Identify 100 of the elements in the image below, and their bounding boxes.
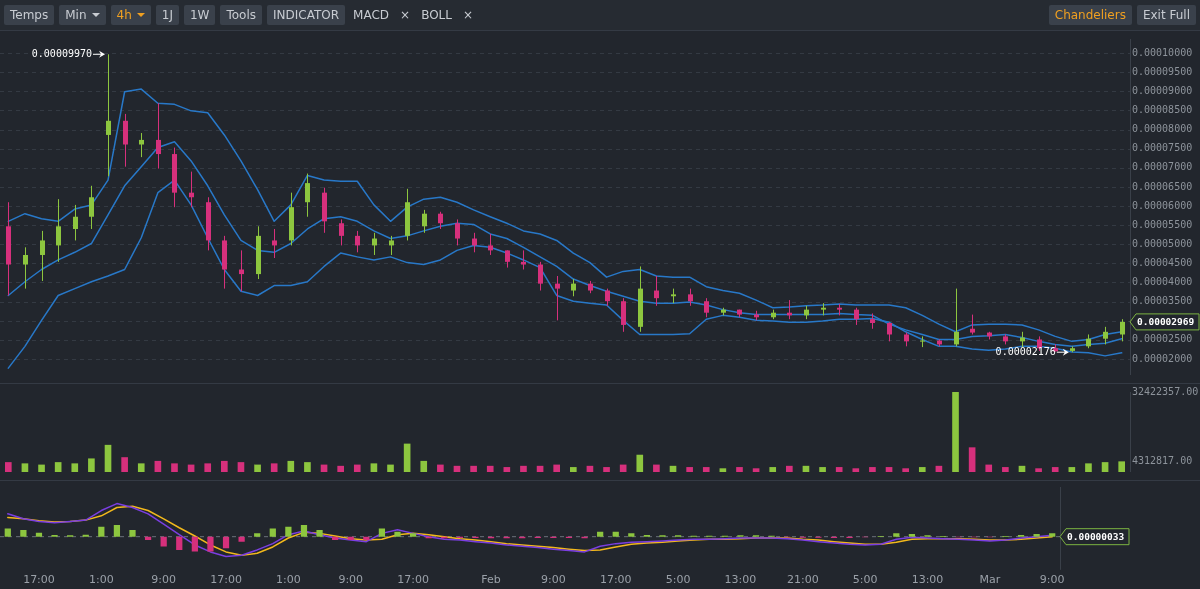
y-tick-label: 0.00004500 [1132,256,1193,268]
text: × [400,8,411,22]
candlestick [488,233,493,256]
x-tick-label: 9:00 [1039,573,1065,587]
x-tick-label: 1:00 [88,573,114,587]
bar [752,468,760,472]
candlestick [139,132,144,158]
bar [908,534,916,537]
y-tick-label: 32422357.00 [1132,385,1199,397]
text: BOLL [421,8,452,22]
y-tick-label: 0.00008000 [1132,123,1193,135]
bar [378,528,386,537]
text: MACD [353,8,390,22]
bar [88,458,95,472]
text: INDICATOR [273,8,340,22]
bar [1101,462,1109,472]
text: 1J [161,8,173,22]
bar [835,467,843,472]
bar [337,465,344,472]
bar [269,528,276,537]
bar [520,465,527,472]
text: 0.00002969 [1137,315,1195,327]
x-tick-label: 1:00 [276,573,301,587]
bar [222,536,230,549]
bar [171,463,178,472]
bar [129,530,136,537]
annotation: 0.00009970 [31,47,93,59]
x-tick-label: 17:00 [397,573,429,587]
x-tick-label: 17:00 [210,573,242,587]
x-tick-label: 9:00 [151,573,177,587]
candlestick [339,218,344,246]
text: Chandeliers [1054,8,1126,22]
y-tick-label: 4312817.00 [1132,454,1193,466]
bar [204,463,212,472]
bar [54,462,62,472]
x-tick-label: 9:00 [541,573,566,587]
candlestick [239,249,244,292]
bar [952,392,959,472]
y-tick-label: 0.00005500 [1132,218,1193,230]
x-tick-label: 13:00 [724,573,757,587]
y-tick-label: 0.00009000 [1132,84,1193,96]
bar [852,468,860,472]
bar [553,464,561,472]
y-tick-label: 0.00010000 [1132,46,1193,58]
y-tick-label: 0.00002000 [1132,352,1193,364]
candlestick [538,261,543,292]
bar [121,457,128,472]
bar [20,530,27,537]
bar [71,463,79,472]
x-tick-label: 17:00 [23,573,55,587]
x-tick-label: 21:00 [786,573,819,587]
bar [1051,467,1059,472]
candlestick [156,102,161,170]
bar [653,464,660,472]
candlestick [621,297,626,333]
bar [221,460,228,472]
y-tick-label: 0.00007500 [1132,142,1193,154]
bar [612,531,619,537]
bar [191,536,198,552]
bar [394,531,401,537]
candlestick [23,246,28,290]
candlestick [1120,318,1125,342]
bar [300,525,308,537]
candlestick [970,314,975,335]
candlestick [654,275,659,307]
y-tick-label: 0.00002500 [1132,333,1193,345]
bar [207,536,214,552]
candlestick [272,228,277,259]
text: Tools [226,8,257,22]
bar [636,454,644,472]
bar [176,536,183,550]
x-tick-label: 17:00 [599,573,632,587]
bar [893,533,900,537]
bar [1068,467,1076,472]
candlestick [73,204,78,241]
candlestick [521,249,526,270]
bar [769,467,777,472]
bar [270,463,278,472]
bar [4,528,11,537]
bar [1049,533,1056,537]
text: Exit Full [1142,8,1190,22]
bar [137,463,145,472]
text: Min [65,8,87,22]
bar [287,460,295,472]
x-tick-label: Mar [979,573,1001,587]
candlestick [89,185,94,230]
bar [254,464,261,472]
bar [353,464,361,472]
bar [4,462,12,472]
bar [285,526,292,537]
bar [569,467,577,472]
bar [1118,461,1126,472]
bar [985,464,993,472]
bar [885,467,893,472]
candlestick [355,230,360,253]
y-tick-label: 0.00009500 [1132,65,1193,77]
bar [597,531,604,537]
x-tick-label: 9:00 [338,573,364,587]
text: Temps [10,8,49,22]
text: 1W [189,8,210,22]
